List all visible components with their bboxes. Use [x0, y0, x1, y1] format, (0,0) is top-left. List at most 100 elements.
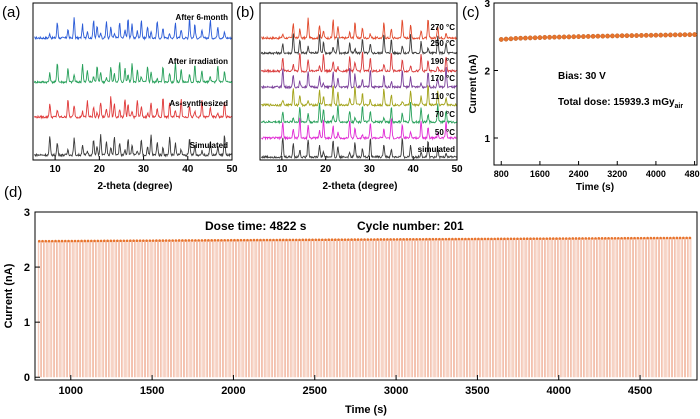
panel-d-pulse — [54, 240, 57, 378]
panel-d-pulse-marker — [665, 236, 669, 240]
panel-d-pulse — [376, 239, 379, 378]
panel-d-pulse-marker — [311, 238, 314, 242]
panel-d-pulse-marker — [386, 238, 389, 241]
panel-c-data-point — [629, 33, 635, 39]
panel-a-xlabel: 2-theta (degree) — [97, 181, 172, 192]
panel-d-pulse — [437, 238, 441, 378]
panel-d-pulse — [324, 239, 327, 378]
panel-d-pulse — [493, 238, 497, 378]
panel-d-xtick-label: 3000 — [384, 385, 408, 397]
panel-d-pulse-marker — [457, 237, 461, 241]
panel-c-data-point — [576, 34, 581, 40]
panel-c-data-point — [566, 34, 572, 40]
panel-d-pulse — [613, 237, 617, 378]
panel-d-pulse — [259, 239, 262, 378]
panel-d-pulse-marker — [610, 236, 614, 240]
panel-d-pulse-marker — [483, 237, 487, 241]
panel-d-pulse — [506, 238, 510, 378]
panel-d-pulse — [76, 240, 80, 378]
panel-d-pulse — [265, 239, 269, 378]
panel-d-pulse — [41, 240, 44, 378]
panel-d-pulse — [620, 237, 623, 378]
panel-d-pulse — [154, 240, 158, 378]
panel-c-data-point — [571, 34, 577, 40]
panel-d-pulse — [327, 239, 331, 378]
panel-d-pulse-marker — [112, 239, 116, 243]
panel-d-pulse-marker — [119, 239, 122, 243]
panel-d-pulse-marker — [151, 239, 155, 242]
panel-d-pulse — [636, 237, 640, 378]
panel-d-pulse-marker — [581, 237, 584, 240]
panel-d-pulse-marker — [425, 237, 428, 241]
panel-d-pulse-marker — [171, 239, 174, 242]
panel-c-xtick-label: 1600 — [530, 169, 550, 179]
panel-d-pulse — [200, 239, 204, 378]
panel-d-pulse-marker — [464, 237, 467, 241]
panel-c-data-point — [672, 32, 678, 38]
panel-b-xtick-label: 30 — [364, 164, 376, 175]
panel-d-pulse-marker — [574, 237, 578, 240]
panel-d-pulse — [509, 238, 513, 378]
panel-d-pulse-marker — [268, 238, 272, 242]
panel-b-series-label: 110 °C — [431, 92, 455, 101]
panel-d-pulse-marker — [229, 238, 233, 242]
panel-d-pulse-marker — [125, 239, 129, 243]
panel-d-pulse — [574, 238, 578, 378]
panel-d-pulse — [194, 240, 197, 378]
panel-c-data-point — [658, 32, 664, 38]
panel-a-series-line — [33, 62, 233, 85]
panel-d-pulse — [317, 239, 321, 378]
panel-d-pulse-marker — [301, 238, 305, 242]
panel-d-pulse-marker — [135, 239, 139, 242]
panel-d-pulse — [496, 238, 500, 378]
panel-d-pulse-marker — [594, 237, 597, 240]
panel-d-pulse-marker — [568, 237, 571, 240]
panel-d-pulse — [197, 239, 201, 378]
panel-b-series-label: 50 °C — [435, 128, 455, 137]
panel-c-data-point — [643, 32, 649, 38]
panel-c-xtick-label: 4000 — [646, 169, 666, 179]
panel-d-pulse-marker — [672, 236, 675, 240]
panel-d-pulse — [486, 238, 490, 378]
panel-d-pulse — [333, 239, 337, 378]
panel-d-pulse-marker — [415, 237, 418, 241]
panel-d-pulse — [649, 237, 653, 378]
panel-d-pulse — [603, 237, 607, 378]
panel-d-pulse — [402, 238, 406, 378]
panel-d-pulse-marker — [213, 239, 217, 242]
panel-b-series-line — [260, 84, 457, 108]
panel-d-pulse-marker — [148, 239, 152, 242]
panel-d-xlabel: Time (s) — [345, 404, 387, 416]
panel-d-pulse — [167, 240, 171, 378]
panel-d-pulse — [473, 238, 477, 378]
panel-d-pulse — [93, 240, 96, 378]
panel-d-pulse-marker — [532, 237, 536, 240]
panel-d-pulse — [551, 238, 555, 378]
panel-d-xtick-label: 3500 — [465, 385, 489, 397]
panel-d-pulse-marker — [564, 237, 568, 240]
panel-d-pulse — [213, 239, 217, 378]
panel-d-pulse — [623, 237, 627, 378]
panel-d-pulse — [346, 239, 350, 378]
panel-d-pulse-marker — [626, 236, 630, 240]
panel-d-pulse-marker — [197, 239, 200, 242]
panel-d-pulse — [145, 240, 149, 378]
panel-d-pulse — [398, 238, 402, 378]
panel-d-pulse — [434, 238, 438, 378]
panel-c-dose-annotation: Total dose: 15939.3 mGyair — [558, 97, 683, 110]
panel-c-data-point — [552, 34, 557, 40]
panel-d-pulse — [564, 238, 568, 378]
panel-d-pulse — [291, 239, 295, 378]
panel-d-pulse-marker — [496, 237, 500, 241]
panel-d-pulse — [568, 238, 571, 378]
panel-d-pulse — [542, 238, 545, 378]
panel-d-pulse-marker — [688, 236, 692, 240]
panel-d-pulse-marker — [60, 239, 64, 243]
panel-d-pulse — [607, 237, 610, 378]
panel-d-pulse — [681, 237, 685, 378]
panel-d-pulse-marker — [473, 237, 477, 241]
panel-d-pulse-marker — [83, 239, 87, 243]
panel-d-pulse-marker — [620, 236, 623, 240]
panel-d-pulse-marker — [210, 239, 213, 242]
